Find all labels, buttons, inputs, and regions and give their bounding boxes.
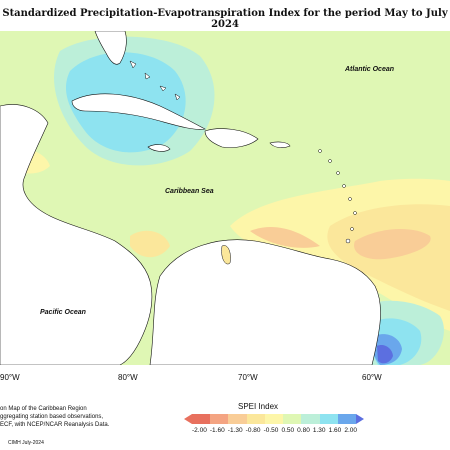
legend-swatch	[283, 414, 302, 424]
credit-text: CIMH July-2024	[8, 440, 44, 446]
legend-tick: 0.50	[281, 427, 295, 434]
south-america	[149, 239, 381, 365]
legend-tick: -2.00	[192, 427, 207, 434]
legend-colorbar	[184, 414, 364, 424]
lon-label-60w: 60°W	[362, 373, 382, 382]
florida	[94, 31, 127, 65]
legend-tick: -1.30	[227, 427, 243, 434]
legend-title: SPEI Index	[238, 402, 279, 411]
dry-anomaly-panama	[130, 230, 170, 258]
lesser-antilles	[318, 149, 357, 244]
spei-map: Atlantic Ocean Caribbean Sea Pacific Oce…	[0, 31, 450, 365]
dry-anomaly-east	[230, 178, 450, 331]
legend-swatch	[301, 414, 320, 424]
legend-tick: -1.60	[209, 427, 225, 434]
lon-label-90w: 90°W	[0, 373, 20, 382]
lon-label-80w: 80°W	[118, 373, 138, 382]
legend-tick: 1.60	[328, 427, 342, 434]
legend-arrow-right	[355, 414, 364, 424]
dry-anomaly-venezuela	[250, 226, 320, 248]
legend-swatch	[210, 414, 229, 424]
legend-tick: 1.30	[312, 427, 326, 434]
map-title: Standardized Precipitation-Evapotranspir…	[2, 8, 448, 30]
hispaniola	[204, 128, 259, 148]
pacific-ocean-label: Pacific Ocean	[40, 309, 86, 316]
legend-swatch	[192, 414, 211, 424]
legend-swatch	[319, 414, 338, 424]
central-america	[0, 104, 153, 365]
notes-line-2: ggregating station based observations,	[0, 414, 104, 420]
legend-swatch	[228, 414, 247, 424]
notes-line-1: on Map of the Caribbean Region	[0, 406, 87, 412]
jamaica	[147, 144, 171, 152]
legend-swatch	[337, 414, 356, 424]
legend-tick: 2.00	[344, 427, 357, 434]
map-notes: on Map of the Caribbean Region ggregatin…	[0, 405, 170, 429]
cuba	[71, 93, 206, 130]
lake-maracaibo	[221, 245, 231, 265]
atlantic-ocean-label: Atlantic Ocean	[344, 66, 394, 73]
notes-line-3: ECF, with NCEP/NCAR Reanalysis Data.	[0, 422, 110, 428]
legend-tick: 0.80	[297, 427, 310, 434]
lon-label-70w: 70°W	[238, 373, 258, 382]
caribbean-sea-label: Caribbean Sea	[165, 188, 214, 195]
legend-tick: -0.80	[245, 427, 261, 434]
legend-swatch	[246, 414, 265, 424]
bahamas	[129, 60, 181, 101]
legend-arrow-left	[184, 414, 192, 424]
legend-tick: -0.50	[263, 427, 279, 434]
legend-ticks: -2.00 -1.60 -1.30 -0.80 -0.50 0.50 0.80 …	[192, 427, 357, 434]
legend-swatch	[264, 414, 284, 424]
puerto-rico	[269, 141, 291, 148]
